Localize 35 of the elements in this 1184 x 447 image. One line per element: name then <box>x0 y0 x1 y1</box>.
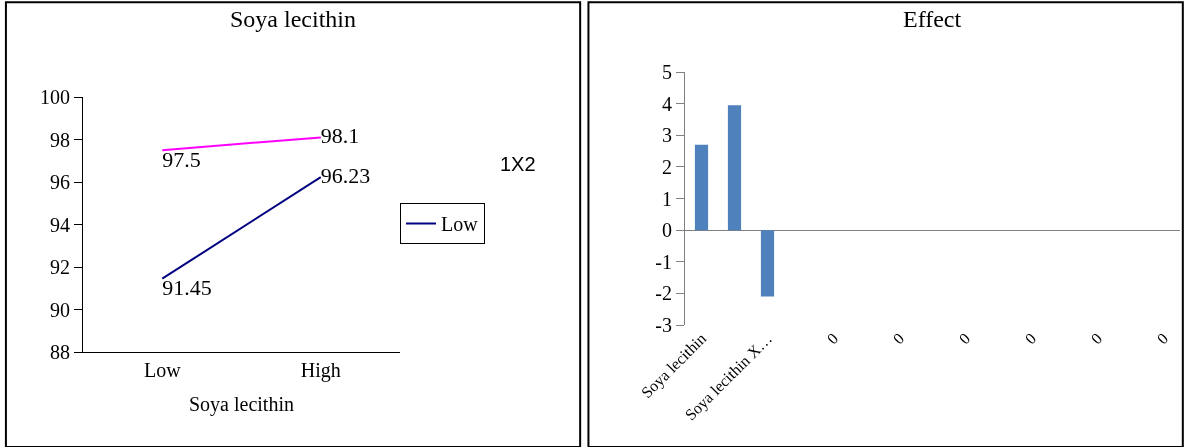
x-tick-label: 0 <box>823 329 842 348</box>
data-label: 97.5 <box>162 146 201 172</box>
y-tick-label: -3 <box>655 314 672 336</box>
data-label: 91.45 <box>162 275 212 301</box>
x-tick-label: 0 <box>955 329 974 348</box>
y-tick-label: 2 <box>662 155 672 178</box>
y-tick-label: 94 <box>50 213 70 236</box>
legend-label: Low <box>441 213 479 236</box>
bar <box>694 144 709 231</box>
x-tick-label: 0 <box>1021 329 1040 348</box>
y-tick-label: 98 <box>50 128 70 151</box>
data-label: 98.1 <box>320 122 360 148</box>
y-tick-label: 0 <box>662 219 672 242</box>
text: 1X2 <box>500 153 536 175</box>
chart-title: Effect <box>903 6 962 32</box>
y-tick-label: -1 <box>655 250 672 273</box>
y-tick-label: 3 <box>662 124 672 147</box>
y-tick-label: 88 <box>50 341 70 363</box>
y-tick-label: 100 <box>40 86 70 108</box>
y-tick-label: 92 <box>50 256 70 278</box>
y-tick-label: 1 <box>662 187 672 210</box>
y-tick-label: 96 <box>50 171 70 193</box>
x-tick-label: 0 <box>1087 329 1106 348</box>
bar <box>727 105 742 231</box>
bar <box>760 230 775 297</box>
data-label: 96.23 <box>320 162 371 188</box>
y-tick-label: 4 <box>662 92 672 115</box>
x-tick-label: High <box>300 359 341 382</box>
x-tick-label: 0 <box>889 329 908 348</box>
x-tick-label: Low <box>143 359 182 381</box>
y-tick-label: -2 <box>655 282 672 305</box>
x-tick-label: 0 <box>1153 329 1172 348</box>
y-tick-label: 5 <box>662 61 672 83</box>
y-tick-label: 90 <box>50 298 70 321</box>
chart-title: Soya lecithin <box>230 6 356 32</box>
